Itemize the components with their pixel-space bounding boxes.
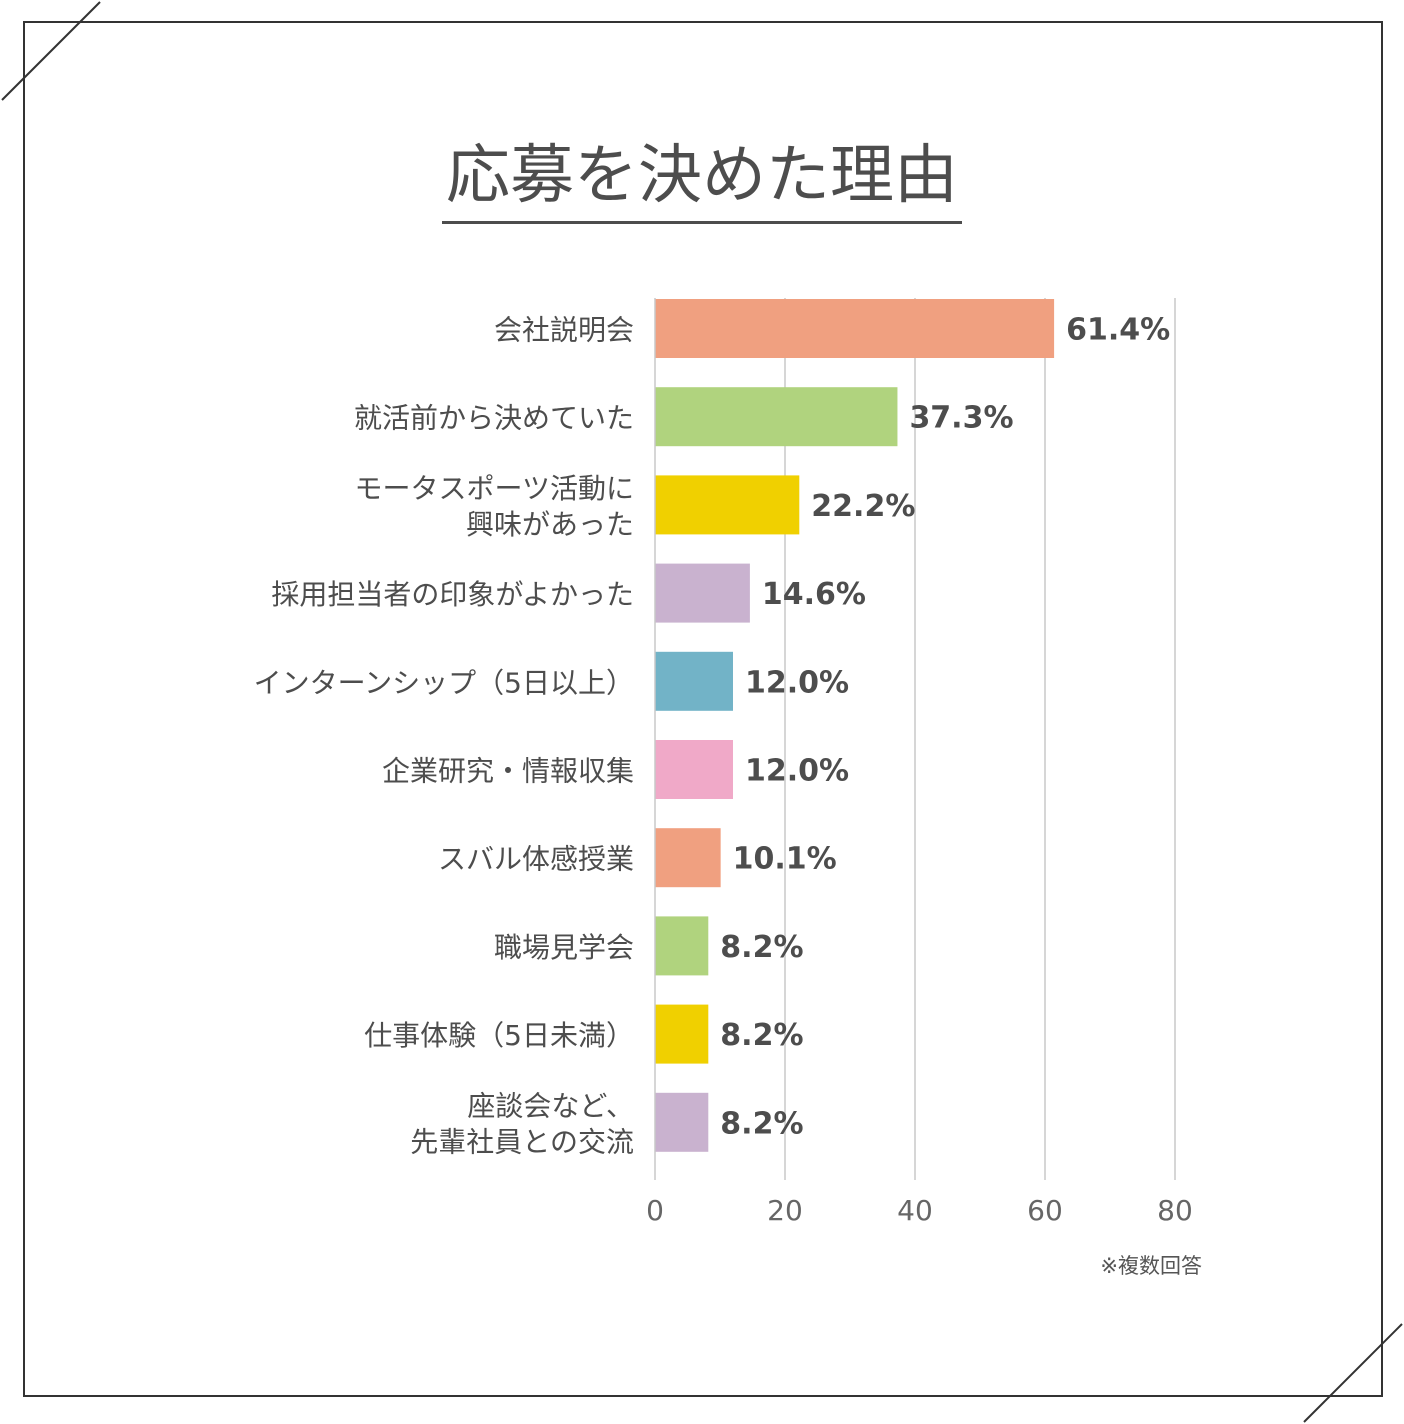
bar <box>655 828 721 888</box>
bar <box>655 1092 709 1152</box>
corner-line-top-left <box>1 1 101 101</box>
bar <box>655 1004 709 1064</box>
multiple-answer-note: ※複数回答 <box>1100 1254 1202 1278</box>
category-label: スバル体感授業 <box>438 843 634 876</box>
data-label: 12.0% <box>745 665 849 700</box>
bar <box>655 387 898 447</box>
data-label: 10.1% <box>733 842 837 877</box>
x-tick-label: 0 <box>646 1194 664 1227</box>
data-label: 8.2% <box>720 930 803 965</box>
data-label: 37.3% <box>909 401 1013 436</box>
category-label: 職場見学会 <box>494 931 634 964</box>
category-label: 座談会など、 <box>467 1089 634 1122</box>
category-label: 興味があった <box>466 508 634 541</box>
x-tick-label: 20 <box>767 1194 803 1227</box>
data-label: 8.2% <box>720 1018 803 1053</box>
category-label: 企業研究・情報収集 <box>382 755 634 788</box>
category-label: 就活前から決めていた <box>354 402 634 435</box>
bar <box>655 740 733 799</box>
category-label: 先輩社員との交流 <box>410 1125 634 1158</box>
x-tick-label: 80 <box>1157 1194 1193 1227</box>
data-label: 22.2% <box>811 489 915 524</box>
corner-line-bottom-right <box>1303 1323 1403 1423</box>
x-tick-label: 40 <box>897 1194 933 1227</box>
data-label: 61.4% <box>1066 313 1170 348</box>
frame-border <box>23 21 1383 1397</box>
category-label: 採用担当者の印象がよかった <box>271 578 634 611</box>
x-tick-label: 60 <box>1027 1194 1063 1227</box>
category-label: モータスポーツ活動に <box>355 472 634 505</box>
bar <box>655 916 709 976</box>
category-label: 会社説明会 <box>494 314 634 347</box>
chart-title: 応募を決めた理由 <box>0 138 1404 224</box>
bar <box>655 299 1055 358</box>
bar <box>655 651 733 711</box>
bar <box>655 475 800 535</box>
data-label: 12.0% <box>745 754 849 789</box>
data-label: 8.2% <box>720 1106 803 1141</box>
category-label: インターンシップ（5日以上） <box>254 666 634 699</box>
category-label: 仕事体験（5日未満） <box>364 1019 634 1052</box>
bar <box>655 563 750 623</box>
data-label: 14.6% <box>762 577 866 612</box>
